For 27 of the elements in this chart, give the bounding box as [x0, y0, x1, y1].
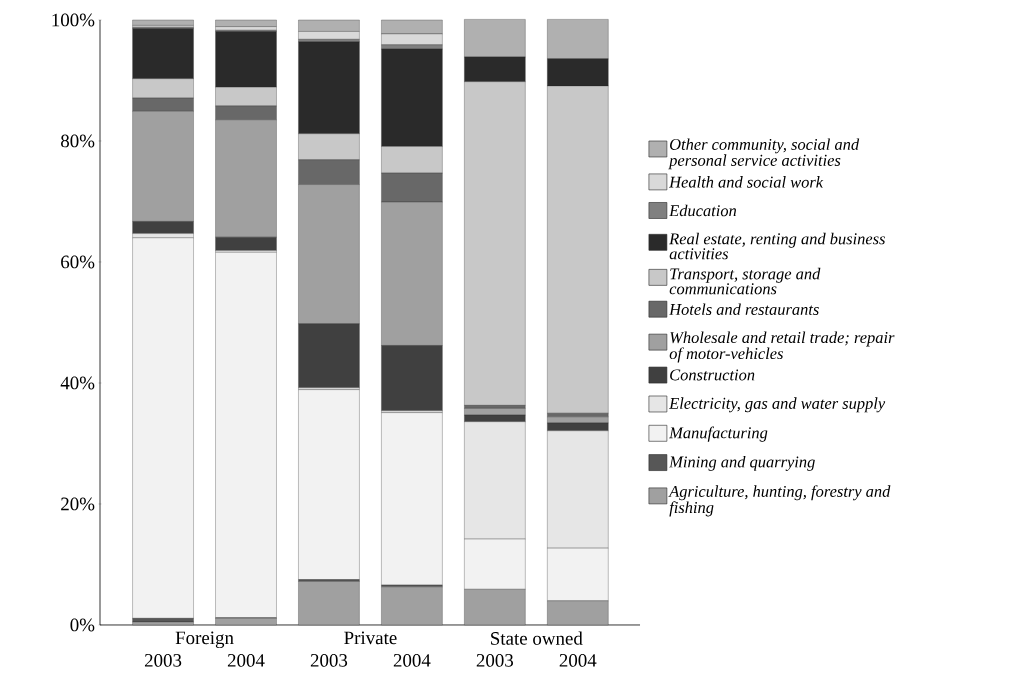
- legend-label: Agriculture, hunting, forestry and fishing: [668, 485, 891, 517]
- legend-label: Wholesale and retail trade; repair of motor-vehicles: [669, 331, 895, 363]
- legend-label: Transport, storage and communications: [669, 267, 821, 295]
- legend-label: Electricity, gas and water supply: [669, 397, 886, 413]
- x-tick-label: 2004: [393, 654, 431, 667]
- y-tick-label: 100%: [52, 13, 95, 27]
- y-tick-label: 80%: [61, 134, 95, 148]
- legend-label: Other community, social and personal service activities: [668, 138, 860, 170]
- legend-label: Education: [669, 204, 737, 217]
- x-tick-label: 2004: [227, 654, 265, 667]
- legend-label: Manufacturing: [669, 426, 768, 442]
- x-tick-label: 2003: [476, 654, 514, 667]
- text: Foreign: [175, 631, 234, 649]
- legend-label: Hotels and restaurants: [669, 303, 819, 315]
- x-tick-label: 2003: [310, 654, 348, 667]
- x-tick-label: 2004: [559, 654, 597, 667]
- x-tick-label: 2003: [144, 654, 182, 667]
- legend-label: Real estate, renting and business activities: [669, 232, 885, 260]
- legend-label: Health and social work: [669, 176, 824, 188]
- text: State owned: [491, 631, 583, 645]
- y-tick-label: 20%: [61, 497, 95, 511]
- text: Private: [344, 631, 397, 645]
- y-tick-label: 60%: [61, 255, 95, 269]
- y-tick-label: 0%: [70, 618, 95, 632]
- legend-label: Construction: [670, 369, 755, 381]
- y-tick-label: 40%: [60, 376, 95, 390]
- legend-label: Mining and quarrying: [669, 455, 815, 471]
